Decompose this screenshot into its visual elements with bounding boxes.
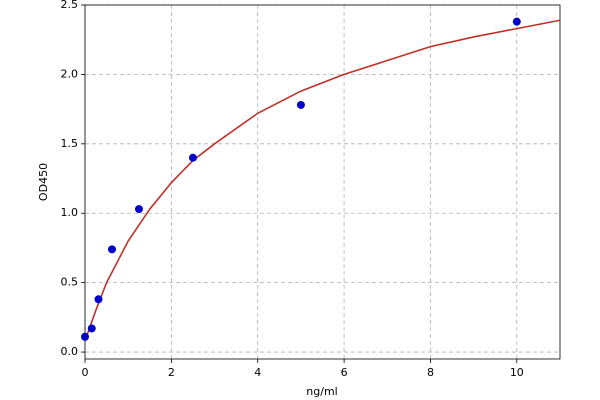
x-tick-label: 0	[82, 366, 89, 379]
fit-curve	[84, 19, 561, 342]
y-tick-label: 0.0	[61, 345, 79, 358]
x-tick-label: 10	[510, 366, 524, 379]
x-tick-label: 4	[254, 366, 261, 379]
y-tick-label: 2.0	[61, 67, 79, 80]
data-point	[94, 295, 103, 304]
data-point	[296, 100, 305, 109]
y-tick-label: 1.5	[61, 137, 79, 150]
x-tick-label: 2	[168, 366, 175, 379]
data-point	[134, 205, 143, 214]
data-point	[87, 324, 96, 333]
x-axis-label: ng/ml	[306, 385, 337, 398]
x-tick-label: 8	[427, 366, 434, 379]
y-tick-label: 0.5	[61, 276, 79, 289]
data-point	[512, 17, 521, 26]
data-point	[107, 245, 116, 254]
data-point	[81, 332, 89, 341]
y-tick-label: 1.0	[61, 206, 79, 219]
x-tick-label: 6	[341, 366, 348, 379]
y-tick-label: 2.5	[61, 0, 79, 11]
plot-frame	[84, 4, 561, 360]
data-point	[188, 153, 197, 162]
y-axis-label: OD450	[37, 163, 50, 201]
